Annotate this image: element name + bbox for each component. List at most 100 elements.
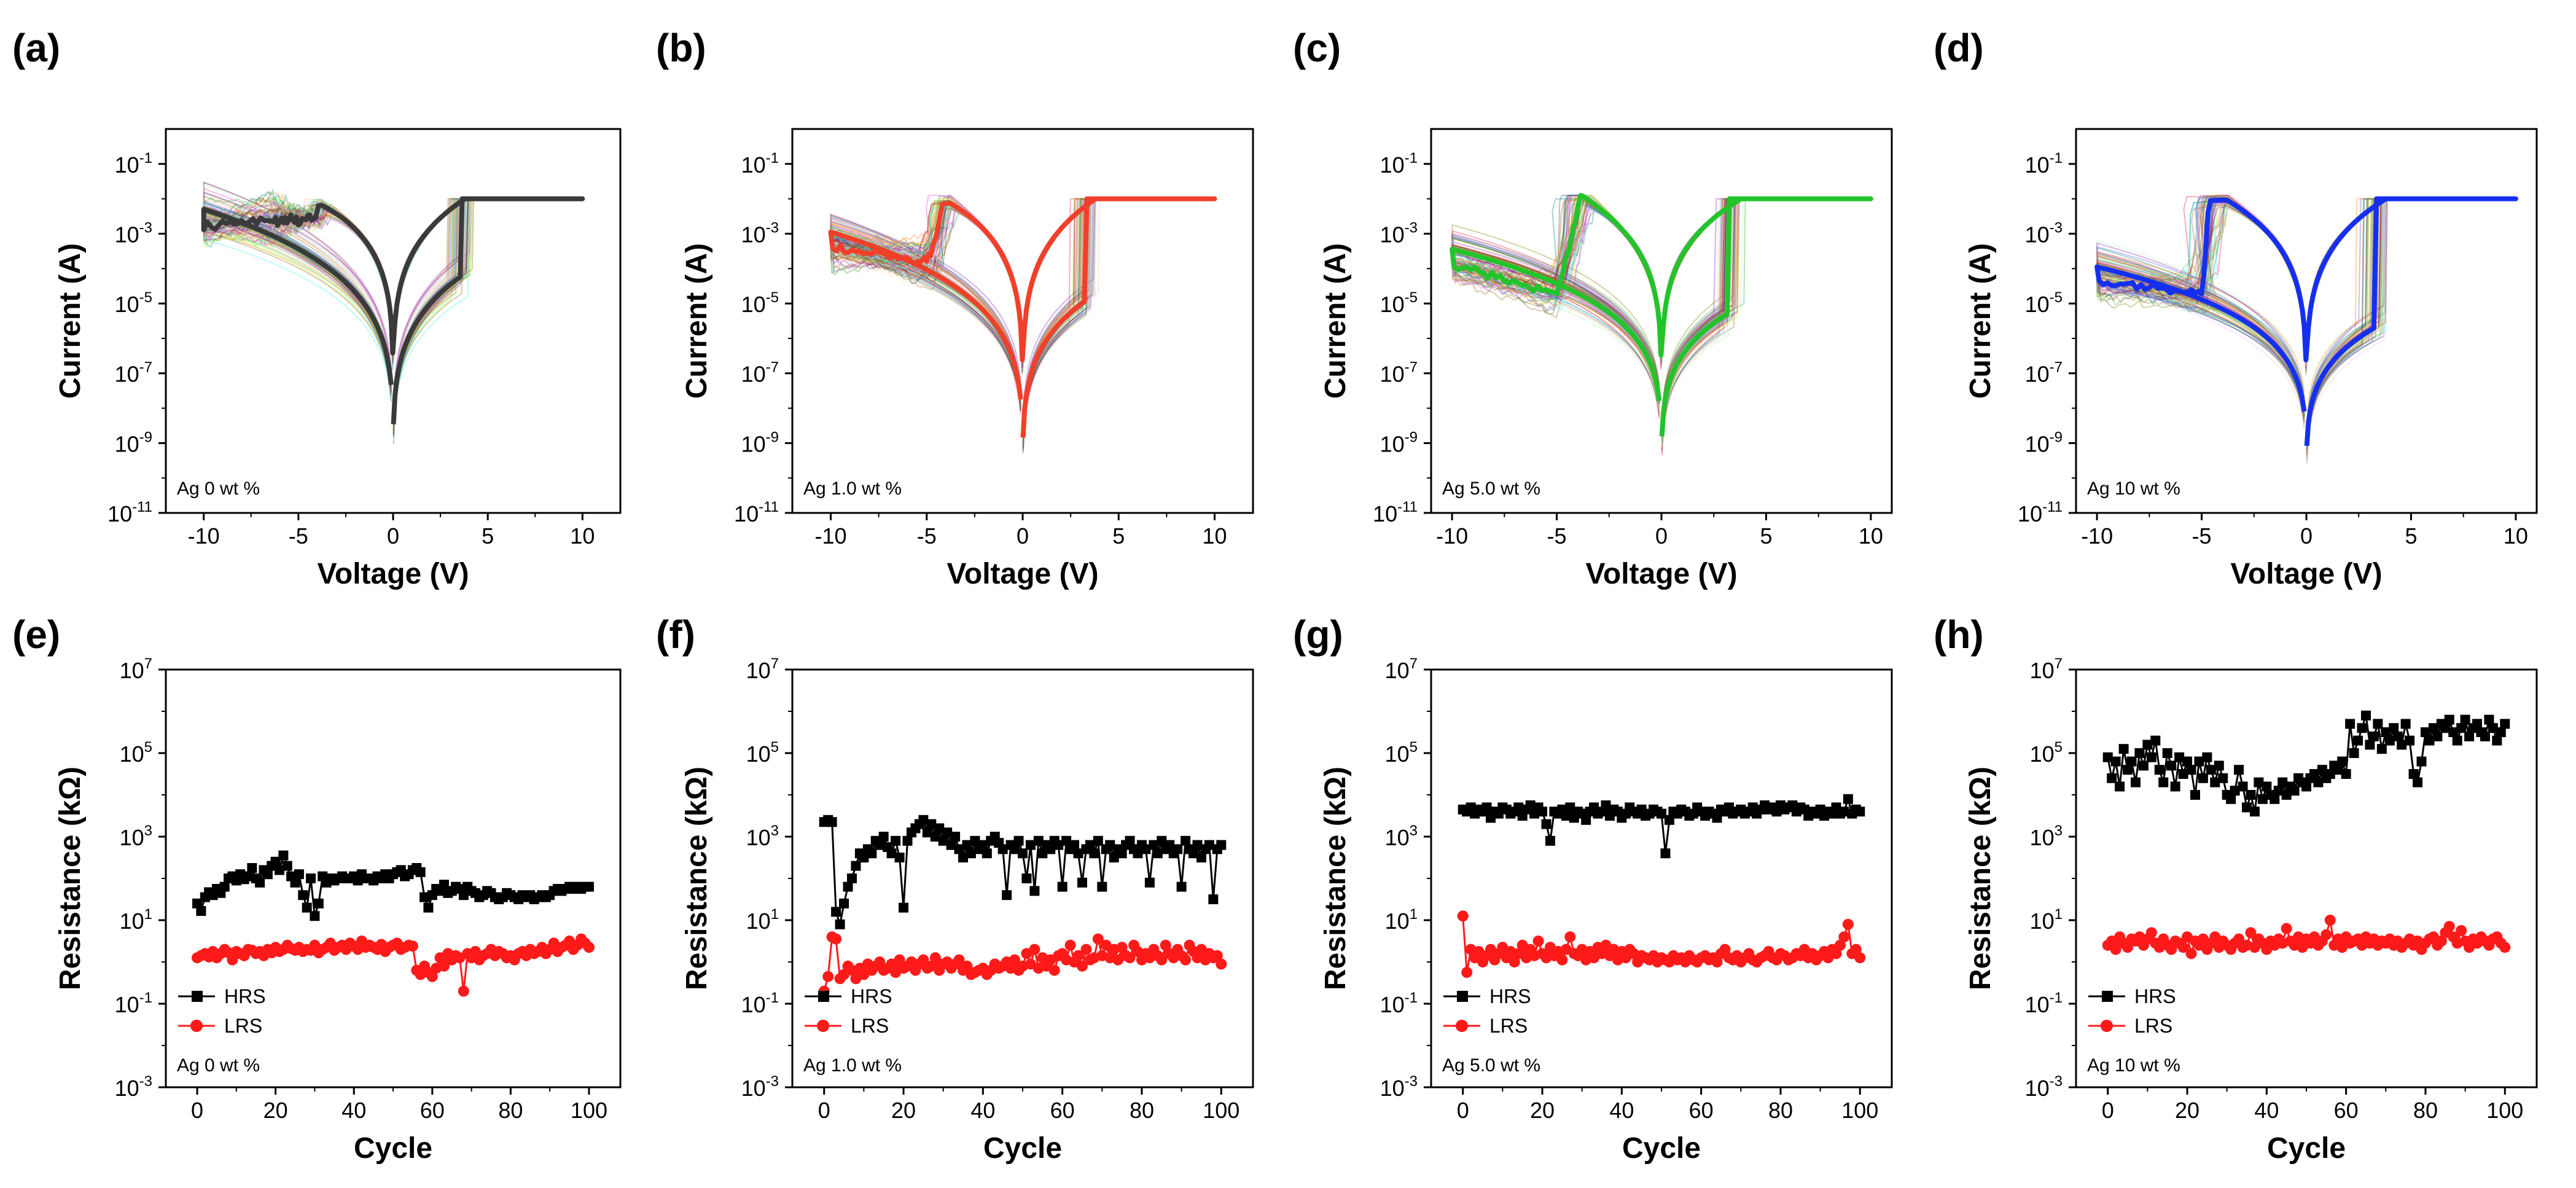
y-tick-label: 10-3 [1380, 1073, 1418, 1101]
y-tick-label: 10-1 [1380, 150, 1418, 178]
endurance-series [818, 815, 1227, 997]
y-tick-label: 10-3 [2025, 1073, 2063, 1101]
hrs-data-point [1045, 844, 1056, 854]
y-tick-label: 10-1 [115, 150, 152, 178]
hrs-data-point [878, 832, 889, 842]
background-cycle-trace [1451, 197, 1871, 434]
x-axis-label: Voltage (V) [2230, 558, 2382, 590]
hrs-data-point [2448, 727, 2459, 737]
hrs-data-point [2400, 719, 2411, 729]
hrs-data-point [1192, 840, 1203, 850]
hrs-data-point [1037, 848, 1048, 859]
hrs-data-point [2178, 769, 2188, 779]
iv-traces [1450, 193, 1873, 456]
x-tick-label: 40 [1609, 1098, 1634, 1123]
hrs-data-point [835, 919, 845, 929]
legend-label: LRS [1489, 1015, 1528, 1037]
x-tick-label: 20 [2175, 1098, 2199, 1123]
hrs-data-point [2500, 719, 2510, 729]
hrs-data-point [2408, 769, 2419, 779]
background-cycle-trace [2096, 198, 2516, 445]
y-tick-label: 103 [120, 823, 152, 850]
hrs-data-point [902, 835, 913, 846]
background-cycle-trace [830, 195, 1215, 430]
hrs-data-point [1481, 802, 1492, 813]
hrs-data-point [302, 902, 312, 913]
iv-traces [2094, 194, 2518, 464]
hrs-data-point [2190, 790, 2200, 800]
hrs-data-point [851, 861, 861, 871]
x-tick-label: 80 [1130, 1098, 1154, 1123]
background-cycle-trace [830, 198, 1215, 429]
hrs-data-point [2123, 765, 2133, 775]
y-tick-label: 10-1 [2025, 150, 2063, 178]
highlighted-cycle-trace [828, 196, 1217, 438]
background-cycle-trace [1451, 198, 1871, 425]
background-cycle-trace [2096, 198, 2516, 426]
lrs-data-point [426, 971, 438, 982]
lrs-data-point [1834, 939, 1846, 951]
x-tick-label: 60 [1689, 1098, 1714, 1123]
hrs-data-point [2360, 710, 2371, 721]
y-tick-label: 10-3 [115, 219, 152, 247]
y-tick-label: 107 [2030, 655, 2063, 683]
hrs-data-point [2496, 727, 2506, 737]
hrs-data-point [2270, 794, 2280, 804]
x-tick-label: 100 [571, 1098, 607, 1123]
hrs-data-point [2313, 777, 2324, 787]
hrs-data-point [1089, 848, 1099, 859]
hrs-data-point [2317, 765, 2327, 775]
background-cycle-trace [1451, 198, 1871, 428]
hrs-data-point [894, 853, 905, 862]
background-cycle-trace [1451, 195, 1871, 430]
hrs-data-point [2365, 740, 2375, 750]
x-tick-label: 60 [1050, 1098, 1075, 1123]
y-tick-label: 10-1 [741, 150, 779, 178]
x-tick-label: 80 [498, 1098, 523, 1123]
y-axis-label: Resistance (kΩ) [681, 767, 713, 990]
y-tick-label: 101 [2030, 906, 2063, 934]
lrs-data-point [1092, 933, 1104, 945]
hrs-data-point [2218, 773, 2228, 783]
hrs-data-point [918, 815, 929, 825]
hrs-data-point [2174, 752, 2185, 762]
background-cycle-trace [830, 195, 1215, 438]
y-tick-label: 10-7 [115, 359, 152, 387]
hrs-data-point [2420, 727, 2430, 737]
hrs-data-point [930, 832, 940, 842]
y-axis-label: Current (A) [54, 243, 87, 399]
hrs-data-point [1545, 835, 1555, 846]
legend-label: HRS [1489, 985, 1531, 1007]
background-cycle-trace [830, 198, 1215, 440]
hrs-data-point [1061, 835, 1072, 846]
y-tick-label: 101 [746, 906, 779, 934]
x-axis-label: Cycle [354, 1132, 432, 1165]
x-tick-label: 60 [2334, 1098, 2359, 1123]
lrs-data-point [1850, 944, 1862, 955]
composition-annotation: Ag 1.0 wt % [803, 1055, 902, 1076]
hrs-data-point [1018, 848, 1028, 859]
hrs-data-point [306, 873, 316, 883]
y-tick-label: 10-3 [741, 219, 779, 247]
background-cycle-trace [830, 198, 1215, 436]
y-tick-label: 10-5 [741, 289, 779, 317]
composition-annotation: Ag 1.0 wt % [803, 479, 902, 499]
panel-g: 0 20 40 60 80 100 10-3 10-1 101 103 105 107 Cycle Res… [1293, 612, 1893, 1165]
lrs-data-point [1080, 944, 1092, 955]
hrs-data-point [2432, 731, 2443, 741]
lrs-data-point [2145, 927, 2157, 939]
hrs-data-point [219, 881, 230, 892]
background-cycle-trace [2094, 198, 2516, 444]
hrs-data-point [458, 890, 469, 901]
legend-marker [818, 991, 829, 1002]
hrs-data-point [1188, 848, 1199, 859]
background-cycle-trace [830, 198, 1215, 440]
background-cycle-trace [1451, 198, 1871, 424]
lrs-data-point [953, 954, 965, 966]
lrs-data-point [1180, 954, 1192, 966]
hrs-data-point [255, 877, 265, 888]
hrs-data-point [942, 827, 953, 838]
hrs-data-point [278, 850, 289, 861]
hrs-data-point [2281, 790, 2292, 800]
